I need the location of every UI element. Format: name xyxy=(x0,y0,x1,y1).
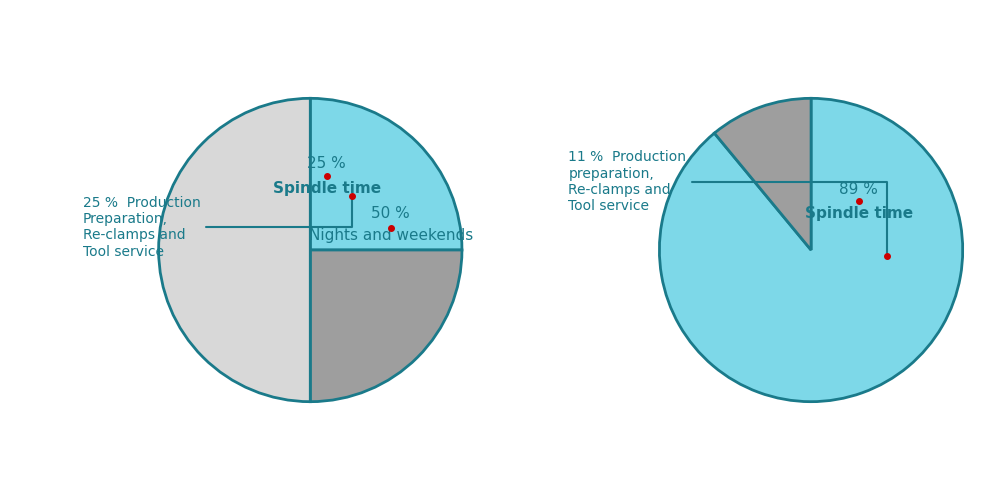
Text: 25 %  Production
Preparation,
Re-clamps and
Tool service: 25 % Production Preparation, Re-clamps a… xyxy=(83,196,352,258)
Text: 89 %: 89 % xyxy=(839,182,878,196)
Wedge shape xyxy=(159,98,310,402)
Wedge shape xyxy=(714,98,811,250)
Text: 25 %: 25 % xyxy=(307,156,346,172)
Text: Nights and weekends: Nights and weekends xyxy=(309,228,473,244)
Wedge shape xyxy=(310,98,462,250)
Text: 50 %: 50 % xyxy=(371,206,410,220)
Text: Spindle time: Spindle time xyxy=(805,206,913,221)
Text: 11 %  Production
preparation,
Re-clamps and
Tool service: 11 % Production preparation, Re-clamps a… xyxy=(568,150,887,253)
Wedge shape xyxy=(659,98,963,402)
Text: Spindle time: Spindle time xyxy=(273,180,381,196)
Wedge shape xyxy=(310,250,462,402)
